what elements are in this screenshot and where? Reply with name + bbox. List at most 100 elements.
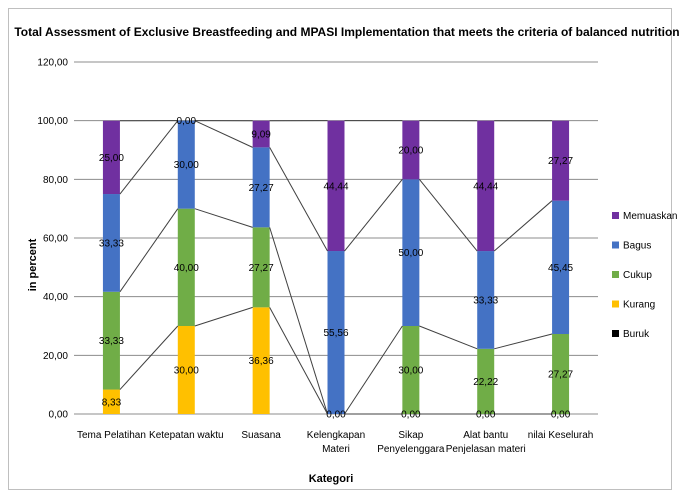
bar-segment-bagus (102, 194, 120, 292)
legend-label: Buruk (623, 329, 650, 340)
legend-label: Kurang (623, 300, 655, 311)
bar-segment-kurang (252, 307, 270, 414)
legend: Memuaskan Bagus Cukup Kurang Buruk (612, 211, 677, 340)
data-label: 27,27 (548, 156, 573, 167)
bar-segment-memuaskan (402, 120, 420, 180)
bar-segment-memuaskan (102, 120, 120, 195)
legend-label: Bagus (623, 241, 651, 252)
series-line-cukup (494, 333, 553, 350)
y-tick-labels: 0,00 20,00 40,00 60,00 80,00 100,00 120,00 (37, 58, 68, 421)
data-label: 9,09 (251, 130, 271, 141)
data-label: 55,56 (323, 328, 348, 339)
series-line-bagus (344, 179, 403, 252)
series-line-kurang (269, 307, 328, 415)
y-axis-title: in percent (27, 238, 39, 291)
y-tick-label: 80,00 (43, 175, 68, 186)
series-line-bagus (119, 120, 179, 195)
data-label: 0,00 (551, 410, 571, 421)
bar-segment-cukup (252, 227, 270, 308)
data-label: 50,00 (398, 248, 423, 259)
bar-segment-memuaskan (477, 120, 495, 252)
bar-segment-memuaskan (252, 120, 270, 148)
bars (102, 120, 570, 414)
bar-segment-bagus (477, 251, 495, 349)
x-axis-title: Kategori (309, 473, 354, 485)
series-line-bagus (269, 147, 328, 252)
y-tick-label: 0,00 (49, 410, 69, 421)
x-category-labels: Tema Pelatihan Ketepatan waktu Suasana Kele… (77, 430, 593, 455)
x-category-label: Alat bantu (463, 430, 508, 441)
series-line-cukup (119, 208, 179, 293)
data-label: 40,00 (174, 263, 199, 274)
data-label: 45,45 (548, 263, 573, 274)
y-tick-label: 100,00 (37, 116, 68, 127)
chart-title: Total Assessment of Exclusive Breastfeed… (14, 25, 679, 39)
series-line-cukup (419, 325, 478, 350)
legend-swatch-memuaskan (612, 212, 619, 219)
data-label: 30,00 (174, 366, 199, 377)
x-category-label: Materi (322, 444, 350, 455)
legend-swatch-buruk (612, 330, 619, 337)
data-label: 20,00 (398, 146, 423, 157)
bar-segment-cukup (177, 208, 195, 326)
data-label: 36,36 (249, 356, 274, 367)
bar-segment-kurang (102, 389, 120, 414)
legend-swatch-cukup (612, 271, 619, 278)
data-label: 25,00 (99, 153, 124, 164)
x-category-label: Kelengkapan (307, 430, 365, 441)
series-line-bagus (418, 179, 478, 252)
y-tick-label: 40,00 (43, 292, 68, 303)
series-line-bagus (194, 120, 253, 148)
data-label: 27,27 (548, 370, 573, 381)
data-label: 0,00 (476, 410, 496, 421)
series-line-cukup (269, 227, 328, 415)
x-category-label: Penyelenggara (377, 444, 445, 455)
data-label: 44,44 (323, 181, 348, 192)
bar-segment-memuaskan (552, 120, 570, 201)
series-line-bagus (493, 200, 553, 252)
legend-swatch-bagus (612, 241, 619, 249)
x-category-label: Tema Pelatihan (77, 430, 146, 441)
bar-segment-bagus (402, 179, 420, 326)
bar-segment-cukup (552, 334, 570, 414)
series-line-cukup (194, 208, 253, 228)
y-tick-label: 60,00 (43, 234, 68, 245)
data-label: 22,22 (473, 377, 498, 388)
series-lines (119, 120, 553, 415)
bar-segment-cukup (102, 291, 120, 390)
x-category-label: nilai Keselurah (528, 430, 594, 441)
data-label: 33,33 (99, 336, 124, 347)
data-label: 8,33 (102, 397, 122, 408)
data-label: 0,00 (177, 116, 197, 127)
bar-segment-bagus (552, 200, 570, 335)
series-line-kurang (119, 325, 179, 390)
y-tick-label: 20,00 (43, 351, 68, 362)
bar-segment-bagus (327, 251, 345, 414)
x-category-label: Ketepatan waktu (149, 430, 224, 441)
data-label: 44,44 (473, 181, 498, 192)
bar-segment-cukup (402, 326, 420, 414)
bar-segment-memuaskan (327, 120, 345, 252)
data-label: 30,00 (398, 366, 423, 377)
data-label: 0,00 (401, 410, 421, 421)
data-label: 30,00 (174, 160, 199, 171)
data-label: 33,33 (473, 295, 498, 306)
data-label: 27,27 (249, 183, 274, 194)
x-category-label: Sikap (398, 430, 423, 441)
legend-swatch-kurang (612, 300, 619, 308)
data-label: 0,00 (326, 410, 346, 421)
bar-segment-cukup (477, 348, 495, 414)
bar-segment-bagus (177, 120, 195, 209)
data-labels: 8,33 30,00 36,36 0,00 0,00 0,00 0,00 33,33 40,00… (99, 116, 574, 420)
legend-label: Memuaskan (623, 211, 677, 222)
bar-segment-bagus (252, 147, 270, 228)
series-line-cukup (344, 325, 403, 415)
data-label: 27,27 (249, 263, 274, 274)
y-tick-label: 120,00 (37, 58, 68, 69)
x-category-label: Suasana (241, 430, 281, 441)
bar-segment-kurang (177, 326, 195, 414)
data-label: 33,33 (99, 238, 124, 249)
series-line-kurang (194, 306, 253, 327)
legend-label: Cukup (623, 270, 652, 281)
